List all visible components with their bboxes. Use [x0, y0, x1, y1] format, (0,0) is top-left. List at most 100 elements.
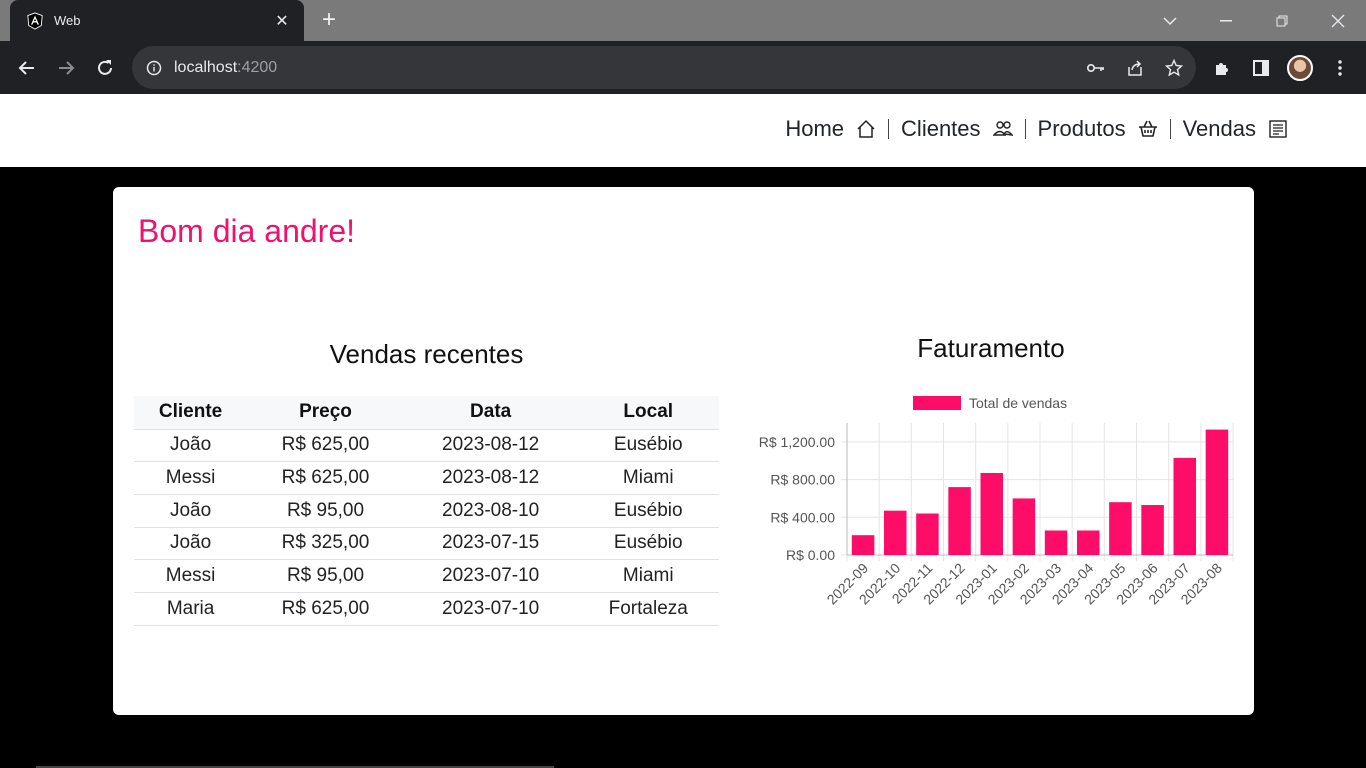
- site-info-icon[interactable]: [146, 60, 162, 76]
- bar-2022-11: [916, 513, 939, 555]
- cell-local: Eusébio: [577, 494, 719, 528]
- taskbar-strip: [36, 766, 554, 768]
- house-icon: [857, 119, 875, 138]
- y-tick-label: R$ 0.00: [786, 547, 835, 563]
- table-header-row: Cliente Preço Data Local: [134, 396, 719, 430]
- column-header: Preço: [247, 396, 404, 430]
- browser-tabstrip: Web ✕ +: [0, 0, 1366, 41]
- column-header: Cliente: [134, 396, 248, 430]
- tab-search-icon[interactable]: [1142, 0, 1198, 41]
- nav-links: Home Clientes Produtos Vendas: [785, 116, 1288, 142]
- column-header: Local: [577, 396, 719, 430]
- cell-cliente: João: [134, 429, 248, 463]
- revenue-bar-chart: Total de vendas R$ 0.00 R$ 400.00 R$ 800.00…: [759, 395, 1234, 607]
- table-row: João R$ 95,00 2023-08-10 Eusébio: [134, 494, 719, 528]
- people-icon: [992, 121, 1013, 136]
- column-header: Data: [403, 396, 578, 430]
- cell-local: Eusébio: [577, 527, 719, 561]
- bar-2023-05: [1109, 502, 1132, 555]
- bar-2023-08: [1205, 429, 1229, 555]
- nav-vendas-label: Vendas: [1182, 116, 1256, 141]
- forward-arrow-icon: [59, 61, 75, 75]
- cell-preco: R$ 625,00: [247, 461, 404, 495]
- table-row: Messi R$ 95,00 2023-07-10 Miami: [134, 559, 719, 593]
- nav-home-label: Home: [785, 116, 845, 141]
- restore-icon[interactable]: [1254, 0, 1310, 41]
- app-navbar: Home Clientes Produtos Vendas: [0, 94, 1366, 167]
- nav-vendas[interactable]: Vendas: [1183, 116, 1288, 142]
- minimize-icon[interactable]: [1198, 0, 1254, 41]
- nav-clientes-label: Clientes: [901, 116, 981, 141]
- table-row: João R$ 325,00 2023-07-15 Eusébio: [134, 527, 719, 561]
- extensions-icon[interactable]: [1207, 53, 1237, 83]
- cell-preco: R$ 95,00: [247, 494, 404, 528]
- cell-cliente: João: [134, 527, 248, 561]
- nav-separator: [1024, 119, 1026, 139]
- legend-label: Total de vendas: [969, 395, 1067, 411]
- cell-cliente: Messi: [134, 559, 248, 593]
- bar-2023-02: [1012, 498, 1036, 555]
- cell-preco: R$ 325,00: [247, 527, 404, 561]
- cell-local: Eusébio: [577, 429, 719, 463]
- profile-avatar[interactable]: [1285, 53, 1315, 83]
- y-tick-label: R$ 1,200.00: [759, 434, 835, 450]
- side-panel-icon[interactable]: [1246, 53, 1276, 83]
- legend-swatch: [913, 396, 961, 410]
- url-text: localhost:4200: [174, 58, 278, 76]
- table-row: Maria R$ 625,00 2023-07-10 Fortaleza: [134, 592, 719, 626]
- close-window-icon[interactable]: [1310, 0, 1366, 41]
- browser-toolbar: localhost:4200: [0, 41, 1366, 94]
- bar-2023-04: [1076, 530, 1100, 555]
- cell-data: 2023-07-10: [403, 592, 578, 626]
- cell-cliente: João: [134, 494, 248, 528]
- nav-produtos[interactable]: Produtos: [1038, 116, 1158, 142]
- y-tick-label: R$ 800.00: [770, 472, 835, 488]
- nav-clientes[interactable]: Clientes: [901, 116, 1013, 142]
- new-tab-button[interactable]: +: [321, 6, 336, 33]
- cell-preco: R$ 625,00: [247, 592, 404, 626]
- menu-kebab-icon[interactable]: [1325, 53, 1355, 83]
- cell-data: 2023-07-10: [403, 559, 578, 593]
- bar-2023-01: [980, 472, 1004, 555]
- avatar-image: [1287, 55, 1313, 81]
- cell-data: 2023-08-12: [403, 429, 578, 463]
- table-row: João R$ 625,00 2023-08-12 Eusébio: [134, 429, 719, 463]
- recent-sales-title: Vendas recentes: [329, 339, 524, 369]
- browser-tab[interactable]: Web ✕: [10, 0, 304, 41]
- bar-2022-09: [851, 535, 875, 555]
- reload-button[interactable]: [90, 53, 120, 83]
- nav-separator: [888, 119, 890, 139]
- share-icon[interactable]: [1125, 58, 1145, 78]
- nav-produtos-label: Produtos: [1037, 116, 1126, 141]
- recent-sales-table: Cliente Preço Data Local João R$ 625,00 …: [134, 396, 719, 626]
- cell-cliente: Messi: [134, 461, 248, 495]
- cell-local: Fortaleza: [577, 592, 719, 626]
- address-bar[interactable]: localhost:4200: [132, 46, 1196, 89]
- cell-local: Miami: [577, 461, 719, 495]
- chart-title: Faturamento: [917, 333, 1065, 363]
- cell-preco: R$ 625,00: [247, 429, 404, 463]
- cell-preco: R$ 95,00: [247, 559, 404, 593]
- reload-icon: [98, 60, 112, 75]
- bar-2023-07: [1173, 457, 1197, 555]
- bar-2023-06: [1141, 505, 1164, 555]
- cell-cliente: Maria: [134, 592, 248, 626]
- back-button[interactable]: [12, 53, 42, 83]
- dashboard-card: Bom dia andre! Vendas recentes Cliente P…: [113, 187, 1254, 715]
- receipt-icon: [1269, 120, 1287, 138]
- bar-2022-12: [948, 487, 971, 555]
- forward-button[interactable]: [51, 53, 81, 83]
- cell-data: 2023-08-12: [403, 461, 578, 495]
- basket-icon: [1138, 120, 1157, 137]
- table-row: Messi R$ 625,00 2023-08-12 Miami: [134, 461, 719, 495]
- y-tick-label: R$ 400.00: [770, 509, 835, 525]
- key-icon[interactable]: [1086, 58, 1106, 78]
- bar-2022-10: [883, 510, 907, 555]
- cell-data: 2023-07-15: [403, 527, 578, 561]
- bookmark-star-icon[interactable]: [1164, 58, 1184, 78]
- greeting-title: Bom dia andre!: [138, 213, 356, 249]
- nav-home[interactable]: Home: [785, 116, 876, 142]
- page-content: Home Clientes Produtos Vendas Bom dia an…: [0, 94, 1366, 768]
- tab-close-icon[interactable]: ✕: [275, 12, 289, 30]
- back-arrow-icon: [18, 61, 34, 75]
